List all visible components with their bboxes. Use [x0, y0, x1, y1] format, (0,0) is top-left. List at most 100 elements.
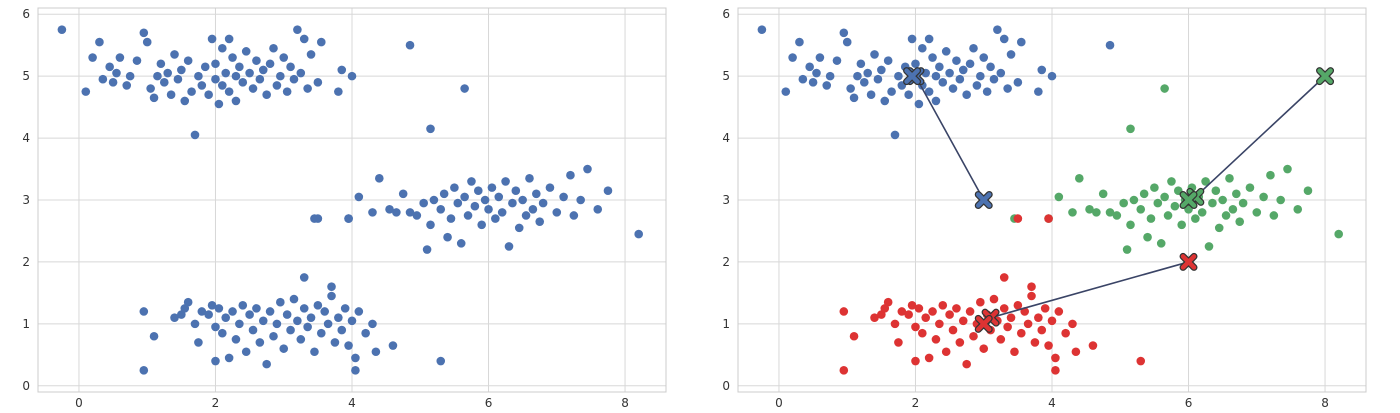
data-point	[122, 81, 132, 90]
x-tick-label: 8	[621, 396, 629, 410]
data-point	[269, 331, 278, 341]
cluster-1-point	[1160, 84, 1169, 93]
data-point	[57, 25, 67, 34]
data-point	[282, 310, 292, 319]
cluster-1-point	[1334, 229, 1343, 239]
data-point	[166, 90, 176, 100]
cluster-0-point	[948, 84, 958, 93]
data-point	[187, 87, 196, 96]
cluster-0-point	[938, 78, 948, 87]
data-point	[293, 25, 302, 34]
cluster-0-point	[1037, 65, 1047, 75]
data-point	[313, 78, 323, 87]
data-point	[218, 328, 227, 338]
cluster-0-point	[849, 93, 859, 103]
cluster-1-point	[1075, 174, 1084, 183]
cluster-2-point	[945, 310, 954, 319]
data-point	[245, 68, 254, 78]
cluster-1-point	[1126, 220, 1135, 230]
cluster-2-point	[952, 304, 961, 313]
data-point	[511, 186, 521, 196]
data-point	[497, 208, 507, 217]
data-point	[351, 353, 360, 363]
data-point	[218, 43, 227, 53]
cluster-1-point	[1146, 214, 1156, 223]
data-point	[306, 50, 316, 59]
data-point	[310, 347, 319, 357]
cluster-2-point	[897, 307, 907, 316]
data-point	[337, 65, 347, 75]
cluster-1-point	[1225, 174, 1234, 183]
data-point	[337, 325, 347, 335]
cluster-0-point	[999, 34, 1009, 44]
data-point	[419, 198, 428, 208]
data-point	[491, 214, 500, 223]
x-tick-label: 4	[348, 396, 356, 410]
cluster-0-point	[996, 68, 1006, 78]
cluster-2-point	[1030, 338, 1040, 347]
data-point	[470, 201, 480, 211]
cluster-0-point	[965, 59, 975, 69]
data-point	[241, 47, 251, 56]
data-point	[279, 344, 289, 353]
y-tick-label: 2	[722, 255, 730, 269]
cluster-1-point	[1068, 208, 1077, 217]
data-point	[439, 189, 449, 199]
data-point	[258, 65, 268, 75]
data-point	[139, 366, 149, 375]
cluster-2-point	[1044, 341, 1053, 350]
y-tick-label: 5	[22, 69, 30, 83]
cluster-0-point	[904, 90, 913, 100]
data-point	[112, 68, 121, 78]
data-point	[255, 338, 265, 347]
cluster-2-point	[883, 297, 893, 307]
data-point	[207, 34, 217, 44]
data-point	[456, 239, 466, 248]
x-tick-label: 0	[775, 396, 783, 410]
cluster-2-point	[955, 338, 965, 347]
data-point	[634, 229, 643, 239]
x-tick-label: 6	[1185, 396, 1193, 410]
cluster-2-point	[839, 366, 849, 375]
cluster-1-point	[1126, 124, 1135, 134]
cluster-2-point	[931, 335, 941, 344]
cluster-2-point	[1051, 353, 1060, 363]
data-point	[139, 28, 149, 38]
data-point	[197, 307, 207, 316]
cluster-2-point	[996, 335, 1006, 344]
cluster-1-point	[1136, 204, 1146, 214]
cluster-0-point	[808, 78, 818, 87]
cluster-2-point	[849, 331, 859, 341]
data-point	[576, 195, 585, 205]
data-point	[460, 192, 469, 202]
centroid-path-2	[983, 261, 1189, 325]
data-point	[190, 130, 200, 140]
cluster-0-point	[993, 25, 1002, 34]
cluster-0-point	[969, 43, 978, 53]
data-point	[248, 84, 258, 93]
cluster-1-point	[1303, 186, 1313, 196]
cluster-2-point	[965, 307, 975, 316]
data-point	[398, 189, 408, 199]
data-point	[484, 204, 493, 214]
data-point	[494, 192, 504, 202]
cluster-0-point	[945, 68, 954, 78]
data-point	[453, 198, 463, 208]
cluster-2-point	[989, 294, 999, 304]
centroid-marker-1	[1179, 191, 1198, 209]
cluster-1-point	[1153, 198, 1163, 208]
data-point	[320, 307, 329, 316]
data-point	[426, 124, 435, 134]
data-point	[269, 43, 278, 53]
data-point	[132, 56, 142, 65]
data-point	[559, 192, 568, 202]
data-point	[272, 81, 282, 90]
data-point	[214, 99, 224, 109]
cluster-0-point	[1006, 50, 1016, 59]
data-point	[228, 307, 237, 316]
cluster-0-point	[1003, 84, 1012, 93]
plot-frame	[737, 7, 1367, 393]
cluster-0-point	[798, 74, 808, 84]
cluster-0-point	[877, 65, 886, 75]
cluster-1-point	[1232, 189, 1241, 199]
